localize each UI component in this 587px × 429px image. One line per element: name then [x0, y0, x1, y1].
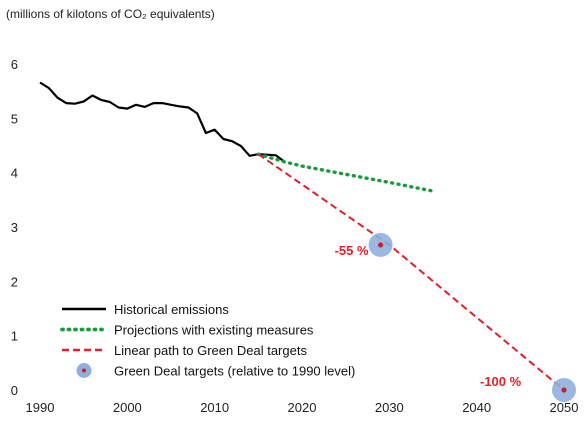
legend-item: Historical emissions — [62, 302, 229, 317]
green-deal-target-marker — [552, 378, 576, 402]
x-tick-label: 2020 — [288, 400, 317, 415]
series-line-solid — [39, 81, 286, 163]
x-tick-label: 2040 — [462, 400, 491, 415]
legend-item: Linear path to Green Deal targets — [62, 343, 307, 358]
x-tick-label: 2000 — [113, 400, 142, 415]
y-tick-label: 2 — [11, 274, 18, 289]
legend-label: Historical emissions — [114, 302, 229, 317]
legend-label: Projections with existing measures — [114, 323, 314, 338]
series-layer — [39, 81, 576, 402]
x-tick-label: 1990 — [26, 400, 55, 415]
y-tick-label: 3 — [11, 220, 18, 235]
annotation-label: -55 % — [335, 243, 369, 258]
legend-item: Projections with existing measures — [60, 323, 314, 338]
y-tick-label: 5 — [11, 111, 18, 126]
x-tick-label: 2030 — [375, 400, 404, 415]
legend-item: Green Deal targets (relative to 1990 lev… — [76, 363, 355, 379]
annotations: -55 % -100 % — [335, 243, 522, 389]
legend-swatch-dot — [82, 368, 86, 373]
y-tick-label: 6 — [11, 57, 18, 72]
axes: 1990 2000 2010 2020 2030 2040 2050 0 1 2 3 4 5 6 — [11, 57, 579, 415]
y-tick-label: 0 — [11, 383, 18, 398]
legend-label: Green Deal targets (relative to 1990 lev… — [114, 364, 355, 379]
units-label: (millions of kilotons of CO₂ equivalents… — [6, 7, 215, 21]
y-tick-label: 4 — [11, 166, 18, 181]
annotation-label: -100 % — [480, 374, 522, 389]
x-tick-label: 2010 — [200, 400, 229, 415]
x-tick-label: 2050 — [550, 400, 579, 415]
y-tick-label: 1 — [11, 329, 18, 344]
target-marker-dot — [561, 387, 567, 393]
legend: Historical emissions Projections with exi… — [60, 302, 355, 379]
legend-label: Linear path to Green Deal targets — [114, 343, 307, 358]
green-deal-target-marker — [368, 232, 393, 257]
series-line-dotted — [256, 152, 435, 193]
target-marker-dot — [378, 242, 384, 248]
